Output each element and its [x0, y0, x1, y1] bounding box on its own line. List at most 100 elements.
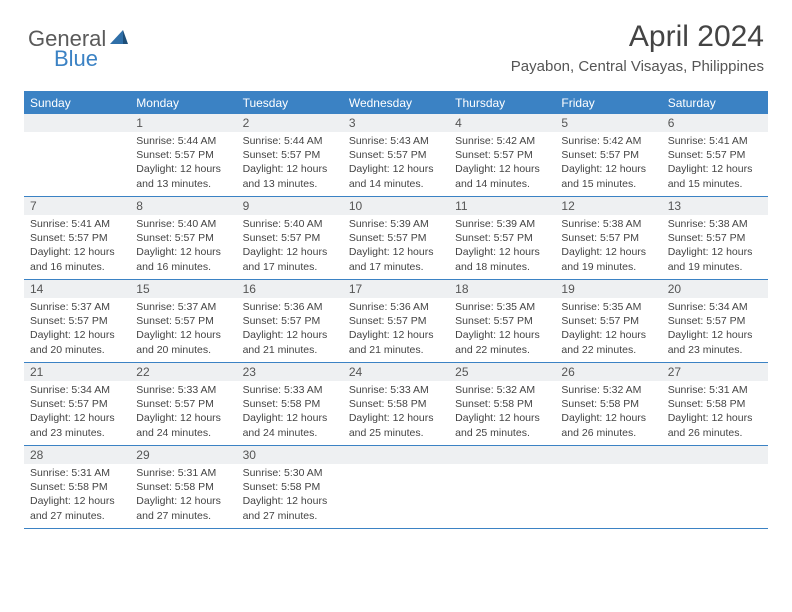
daylight-text: Daylight: 12 hours and 21 minutes.	[243, 328, 337, 356]
sunset-text: Sunset: 5:57 PM	[243, 231, 337, 245]
sunset-text: Sunset: 5:57 PM	[30, 314, 124, 328]
calendar-cell	[449, 446, 555, 528]
day-details: Sunrise: 5:42 AMSunset: 5:57 PMDaylight:…	[449, 132, 555, 195]
day-details: Sunrise: 5:31 AMSunset: 5:58 PMDaylight:…	[130, 464, 236, 527]
sunset-text: Sunset: 5:57 PM	[136, 314, 230, 328]
calendar-cell	[24, 114, 130, 196]
day-number: 10	[343, 197, 449, 215]
sunrise-text: Sunrise: 5:35 AM	[561, 300, 655, 314]
daylight-text: Daylight: 12 hours and 25 minutes.	[455, 411, 549, 439]
calendar-cell	[343, 446, 449, 528]
sunrise-text: Sunrise: 5:36 AM	[349, 300, 443, 314]
day-details: Sunrise: 5:31 AMSunset: 5:58 PMDaylight:…	[24, 464, 130, 527]
day-number: 6	[662, 114, 768, 132]
location-text: Payabon, Central Visayas, Philippines	[511, 58, 764, 75]
calendar-cell: 10Sunrise: 5:39 AMSunset: 5:57 PMDayligh…	[343, 197, 449, 279]
daylight-text: Daylight: 12 hours and 13 minutes.	[243, 162, 337, 190]
day-details	[24, 132, 130, 138]
calendar-cell: 29Sunrise: 5:31 AMSunset: 5:58 PMDayligh…	[130, 446, 236, 528]
calendar-cell: 28Sunrise: 5:31 AMSunset: 5:58 PMDayligh…	[24, 446, 130, 528]
sunrise-text: Sunrise: 5:35 AM	[455, 300, 549, 314]
sunset-text: Sunset: 5:57 PM	[668, 314, 762, 328]
daylight-text: Daylight: 12 hours and 13 minutes.	[136, 162, 230, 190]
day-number: 8	[130, 197, 236, 215]
sunset-text: Sunset: 5:57 PM	[136, 397, 230, 411]
day-number: 30	[237, 446, 343, 464]
sunrise-text: Sunrise: 5:34 AM	[668, 300, 762, 314]
sunrise-text: Sunrise: 5:32 AM	[455, 383, 549, 397]
sunrise-text: Sunrise: 5:37 AM	[30, 300, 124, 314]
sunrise-text: Sunrise: 5:31 AM	[136, 466, 230, 480]
day-number	[662, 446, 768, 464]
day-number: 17	[343, 280, 449, 298]
day-number: 22	[130, 363, 236, 381]
day-details: Sunrise: 5:41 AMSunset: 5:57 PMDaylight:…	[662, 132, 768, 195]
day-header-sat: Saturday	[662, 92, 768, 114]
calendar-cell: 1Sunrise: 5:44 AMSunset: 5:57 PMDaylight…	[130, 114, 236, 196]
day-number: 18	[449, 280, 555, 298]
day-details: Sunrise: 5:39 AMSunset: 5:57 PMDaylight:…	[449, 215, 555, 278]
day-number: 7	[24, 197, 130, 215]
day-number: 25	[449, 363, 555, 381]
day-details: Sunrise: 5:40 AMSunset: 5:57 PMDaylight:…	[237, 215, 343, 278]
calendar-cell: 21Sunrise: 5:34 AMSunset: 5:57 PMDayligh…	[24, 363, 130, 445]
sunrise-text: Sunrise: 5:44 AM	[243, 134, 337, 148]
daylight-text: Daylight: 12 hours and 26 minutes.	[561, 411, 655, 439]
sunrise-text: Sunrise: 5:41 AM	[30, 217, 124, 231]
day-details: Sunrise: 5:43 AMSunset: 5:57 PMDaylight:…	[343, 132, 449, 195]
daylight-text: Daylight: 12 hours and 15 minutes.	[668, 162, 762, 190]
day-number: 20	[662, 280, 768, 298]
sunrise-text: Sunrise: 5:42 AM	[561, 134, 655, 148]
day-number: 5	[555, 114, 661, 132]
sunrise-text: Sunrise: 5:32 AM	[561, 383, 655, 397]
day-number: 3	[343, 114, 449, 132]
sunset-text: Sunset: 5:57 PM	[455, 148, 549, 162]
calendar-week: 7Sunrise: 5:41 AMSunset: 5:57 PMDaylight…	[24, 197, 768, 280]
calendar-cell: 6Sunrise: 5:41 AMSunset: 5:57 PMDaylight…	[662, 114, 768, 196]
sunset-text: Sunset: 5:57 PM	[561, 314, 655, 328]
daylight-text: Daylight: 12 hours and 25 minutes.	[349, 411, 443, 439]
daylight-text: Daylight: 12 hours and 26 minutes.	[668, 411, 762, 439]
day-number	[555, 446, 661, 464]
calendar-cell: 30Sunrise: 5:30 AMSunset: 5:58 PMDayligh…	[237, 446, 343, 528]
day-details: Sunrise: 5:40 AMSunset: 5:57 PMDaylight:…	[130, 215, 236, 278]
day-number	[343, 446, 449, 464]
daylight-text: Daylight: 12 hours and 23 minutes.	[30, 411, 124, 439]
sunset-text: Sunset: 5:57 PM	[668, 231, 762, 245]
day-number: 16	[237, 280, 343, 298]
sunrise-text: Sunrise: 5:33 AM	[243, 383, 337, 397]
day-header-row: Sunday Monday Tuesday Wednesday Thursday…	[24, 92, 768, 114]
day-number: 24	[343, 363, 449, 381]
sunrise-text: Sunrise: 5:43 AM	[349, 134, 443, 148]
sunset-text: Sunset: 5:57 PM	[30, 397, 124, 411]
day-number	[24, 114, 130, 132]
sunrise-text: Sunrise: 5:30 AM	[243, 466, 337, 480]
daylight-text: Daylight: 12 hours and 14 minutes.	[349, 162, 443, 190]
day-details: Sunrise: 5:36 AMSunset: 5:57 PMDaylight:…	[237, 298, 343, 361]
calendar-cell: 2Sunrise: 5:44 AMSunset: 5:57 PMDaylight…	[237, 114, 343, 196]
day-details: Sunrise: 5:36 AMSunset: 5:57 PMDaylight:…	[343, 298, 449, 361]
daylight-text: Daylight: 12 hours and 17 minutes.	[349, 245, 443, 273]
day-number: 19	[555, 280, 661, 298]
day-header-thu: Thursday	[449, 92, 555, 114]
calendar-cell: 23Sunrise: 5:33 AMSunset: 5:58 PMDayligh…	[237, 363, 343, 445]
calendar-cell: 14Sunrise: 5:37 AMSunset: 5:57 PMDayligh…	[24, 280, 130, 362]
calendar-cell: 11Sunrise: 5:39 AMSunset: 5:57 PMDayligh…	[449, 197, 555, 279]
day-details: Sunrise: 5:32 AMSunset: 5:58 PMDaylight:…	[555, 381, 661, 444]
page-title: April 2024	[511, 20, 764, 54]
day-number: 13	[662, 197, 768, 215]
day-details: Sunrise: 5:34 AMSunset: 5:57 PMDaylight:…	[24, 381, 130, 444]
calendar-cell: 13Sunrise: 5:38 AMSunset: 5:57 PMDayligh…	[662, 197, 768, 279]
day-number: 29	[130, 446, 236, 464]
daylight-text: Daylight: 12 hours and 27 minutes.	[30, 494, 124, 522]
sunset-text: Sunset: 5:57 PM	[349, 231, 443, 245]
sunrise-text: Sunrise: 5:33 AM	[349, 383, 443, 397]
calendar-cell: 9Sunrise: 5:40 AMSunset: 5:57 PMDaylight…	[237, 197, 343, 279]
daylight-text: Daylight: 12 hours and 22 minutes.	[455, 328, 549, 356]
daylight-text: Daylight: 12 hours and 27 minutes.	[243, 494, 337, 522]
calendar-cell: 19Sunrise: 5:35 AMSunset: 5:57 PMDayligh…	[555, 280, 661, 362]
day-number: 1	[130, 114, 236, 132]
sunrise-text: Sunrise: 5:40 AM	[243, 217, 337, 231]
daylight-text: Daylight: 12 hours and 19 minutes.	[561, 245, 655, 273]
day-number: 28	[24, 446, 130, 464]
